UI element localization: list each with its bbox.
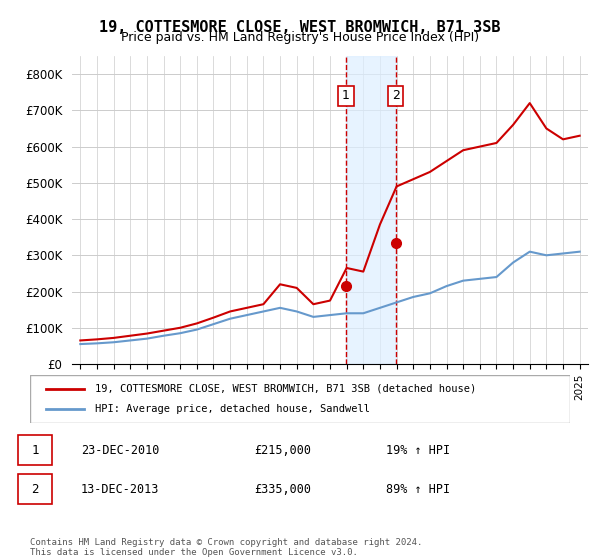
Text: Price paid vs. HM Land Registry's House Price Index (HPI): Price paid vs. HM Land Registry's House … bbox=[121, 31, 479, 44]
FancyBboxPatch shape bbox=[18, 474, 52, 504]
Text: 13-DEC-2013: 13-DEC-2013 bbox=[81, 483, 160, 496]
Text: 19, COTTESMORE CLOSE, WEST BROMWICH, B71 3SB: 19, COTTESMORE CLOSE, WEST BROMWICH, B71… bbox=[99, 20, 501, 35]
Text: 23-DEC-2010: 23-DEC-2010 bbox=[81, 444, 160, 456]
FancyBboxPatch shape bbox=[18, 435, 52, 465]
Text: Contains HM Land Registry data © Crown copyright and database right 2024.
This d: Contains HM Land Registry data © Crown c… bbox=[30, 538, 422, 557]
Text: 2: 2 bbox=[392, 90, 400, 102]
Text: 89% ↑ HPI: 89% ↑ HPI bbox=[386, 483, 451, 496]
Text: £215,000: £215,000 bbox=[254, 444, 311, 456]
FancyBboxPatch shape bbox=[30, 375, 570, 423]
Text: 1: 1 bbox=[31, 444, 39, 456]
Bar bbox=[346, 56, 396, 364]
Text: HPI: Average price, detached house, Sandwell: HPI: Average price, detached house, Sand… bbox=[95, 404, 370, 414]
Text: 19, COTTESMORE CLOSE, WEST BROMWICH, B71 3SB (detached house): 19, COTTESMORE CLOSE, WEST BROMWICH, B71… bbox=[95, 384, 476, 394]
Text: 2: 2 bbox=[31, 483, 39, 496]
Text: 1: 1 bbox=[342, 90, 350, 102]
Text: 19% ↑ HPI: 19% ↑ HPI bbox=[386, 444, 451, 456]
Text: £335,000: £335,000 bbox=[254, 483, 311, 496]
